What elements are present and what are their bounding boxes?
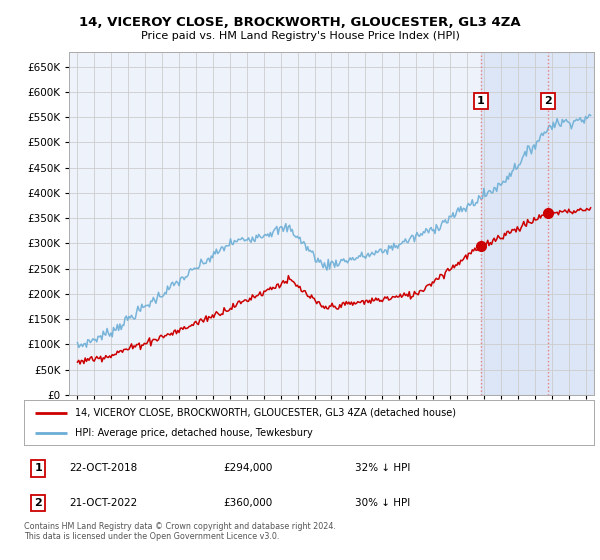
Text: 22-OCT-2018: 22-OCT-2018: [70, 464, 138, 473]
Text: 1: 1: [477, 96, 485, 106]
Text: 14, VICEROY CLOSE, BROCKWORTH, GLOUCESTER, GL3 4ZA: 14, VICEROY CLOSE, BROCKWORTH, GLOUCESTE…: [79, 16, 521, 29]
Text: £294,000: £294,000: [223, 464, 273, 473]
Text: 1: 1: [34, 464, 42, 473]
Text: 30% ↓ HPI: 30% ↓ HPI: [355, 498, 410, 508]
Text: 2: 2: [545, 96, 553, 106]
Text: 2: 2: [34, 498, 42, 508]
Text: 32% ↓ HPI: 32% ↓ HPI: [355, 464, 410, 473]
Text: Contains HM Land Registry data © Crown copyright and database right 2024.
This d: Contains HM Land Registry data © Crown c…: [24, 522, 336, 542]
Text: HPI: Average price, detached house, Tewkesbury: HPI: Average price, detached house, Tewk…: [76, 428, 313, 438]
Text: 14, VICEROY CLOSE, BROCKWORTH, GLOUCESTER, GL3 4ZA (detached house): 14, VICEROY CLOSE, BROCKWORTH, GLOUCESTE…: [76, 408, 457, 418]
Text: £360,000: £360,000: [223, 498, 273, 508]
Bar: [481, 52, 594, 395]
Text: Price paid vs. HM Land Registry's House Price Index (HPI): Price paid vs. HM Land Registry's House …: [140, 31, 460, 41]
Text: 21-OCT-2022: 21-OCT-2022: [70, 498, 138, 508]
